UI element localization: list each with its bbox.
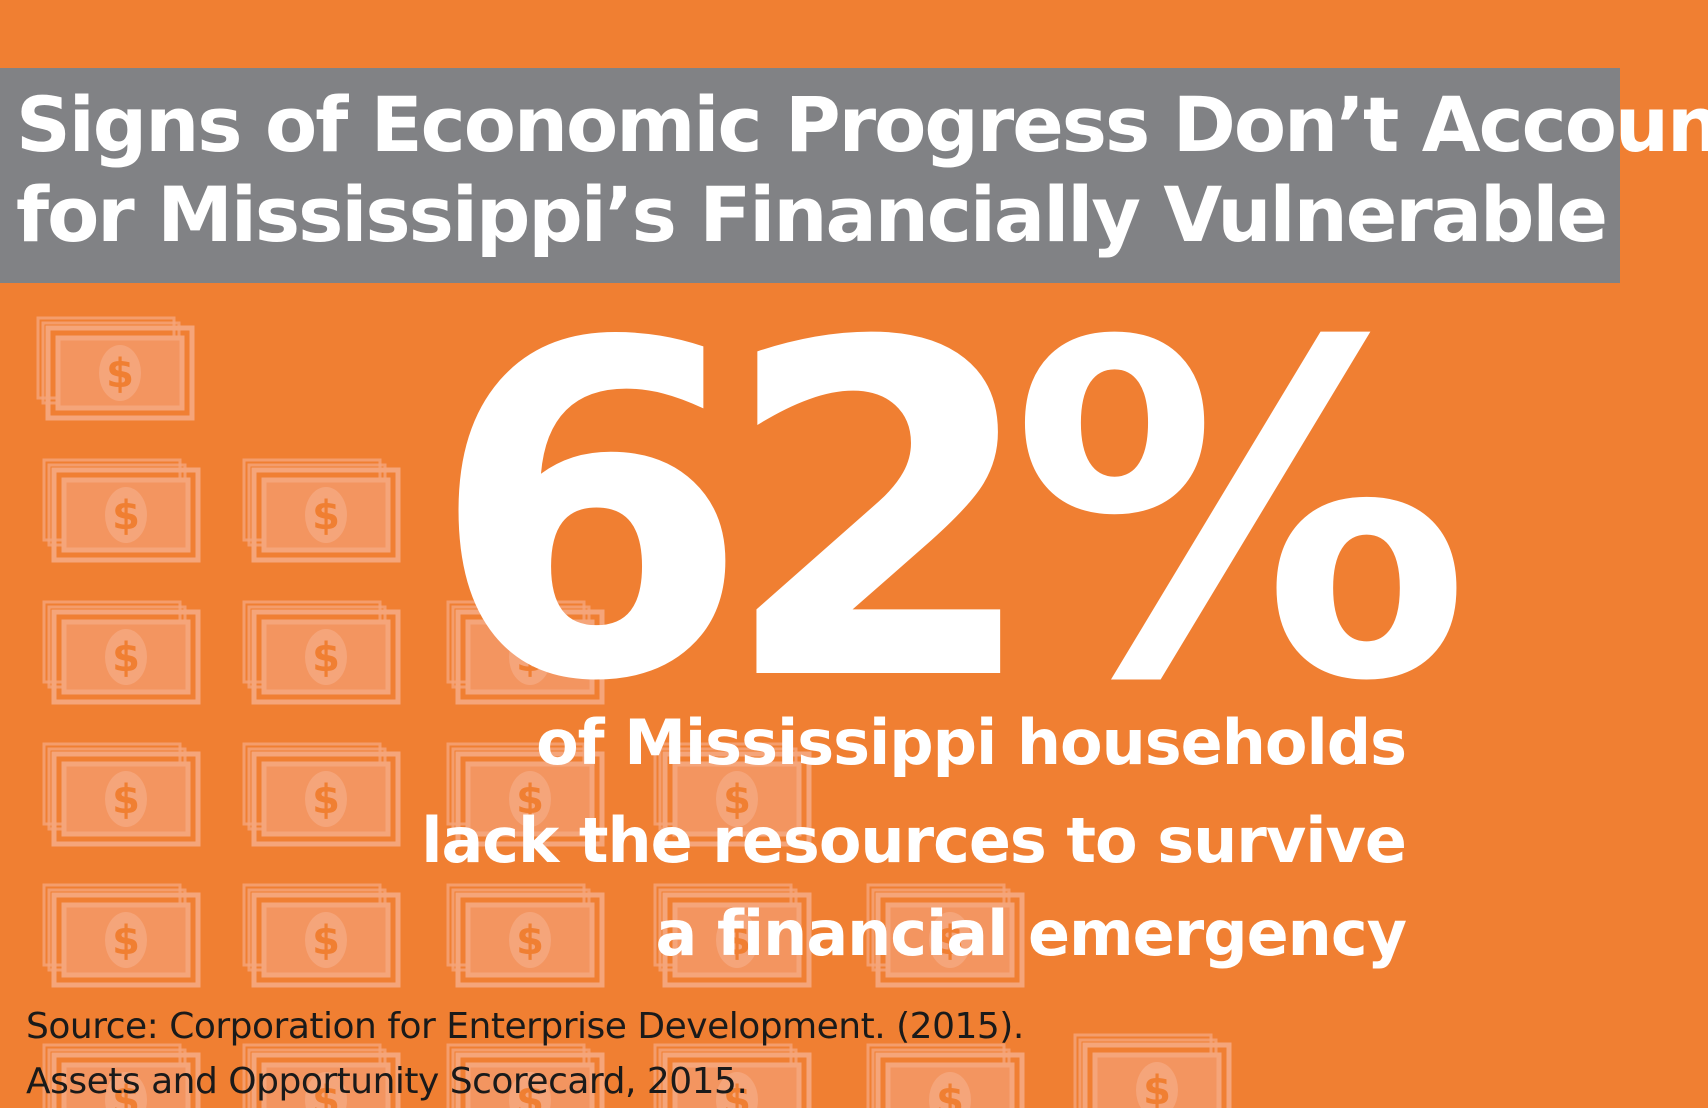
money-stack-icon [38,318,192,418]
money-stack-icon [868,1045,1022,1108]
statistic-description-line-3: a financial emergency [655,897,1407,970]
page-title-line-1: Signs of Economic Progress Don’t Account [16,80,1708,169]
statistic-description-line-2: lack the resources to survive [421,804,1407,877]
money-stack-icon [244,460,398,560]
statistic-description-line-1: of Mississippi households [536,706,1407,779]
money-stack-icon [1075,1035,1229,1108]
source-citation-line-1: Source: Corporation for Enterprise Devel… [26,1006,1024,1047]
headline-statistic: 62% [430,247,1471,782]
money-stack-icon [244,602,398,702]
money-stack-icon [44,744,198,844]
money-stack-icon [244,744,398,844]
title-banner: Signs of Economic Progress Don’t Account… [0,68,1708,283]
money-stack-icon [244,885,398,985]
page-title-line-2: for Mississippi’s Financially Vulnerable [16,170,1608,259]
money-stack-icon [44,885,198,985]
money-stack-icon [448,885,602,985]
money-stack-icon [44,460,198,560]
source-citation-line-2: Assets and Opportunity Scorecard, 2015. [26,1061,748,1102]
money-stack-icon [44,602,198,702]
